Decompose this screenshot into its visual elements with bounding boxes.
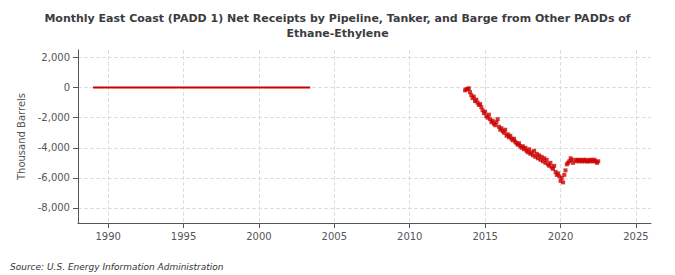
svg-text:2000: 2000	[246, 231, 271, 242]
svg-text:2005: 2005	[322, 231, 347, 242]
svg-text:-6,000: -6,000	[38, 172, 70, 183]
svg-text:Source: U.S. Energy Informatio: Source: U.S. Energy Information Administ…	[10, 262, 224, 272]
svg-text:2025: 2025	[623, 231, 648, 242]
svg-text:Monthly East Coast (PADD 1) Ne: Monthly East Coast (PADD 1) Net Receipts…	[44, 12, 630, 25]
svg-text:-4,000: -4,000	[38, 142, 70, 153]
svg-text:1990: 1990	[95, 231, 120, 242]
svg-text:Thousand Barrels: Thousand Barrels	[16, 93, 27, 181]
svg-text:2015: 2015	[472, 231, 497, 242]
svg-text:0: 0	[64, 82, 70, 93]
svg-text:2020: 2020	[548, 231, 573, 242]
svg-text:-2,000: -2,000	[38, 112, 70, 123]
svg-text:2010: 2010	[397, 231, 422, 242]
svg-text:-8,000: -8,000	[38, 202, 70, 213]
svg-text:1995: 1995	[171, 231, 196, 242]
svg-text:2,000: 2,000	[41, 52, 70, 63]
svg-text:Ethane-Ethylene: Ethane-Ethylene	[286, 27, 388, 40]
